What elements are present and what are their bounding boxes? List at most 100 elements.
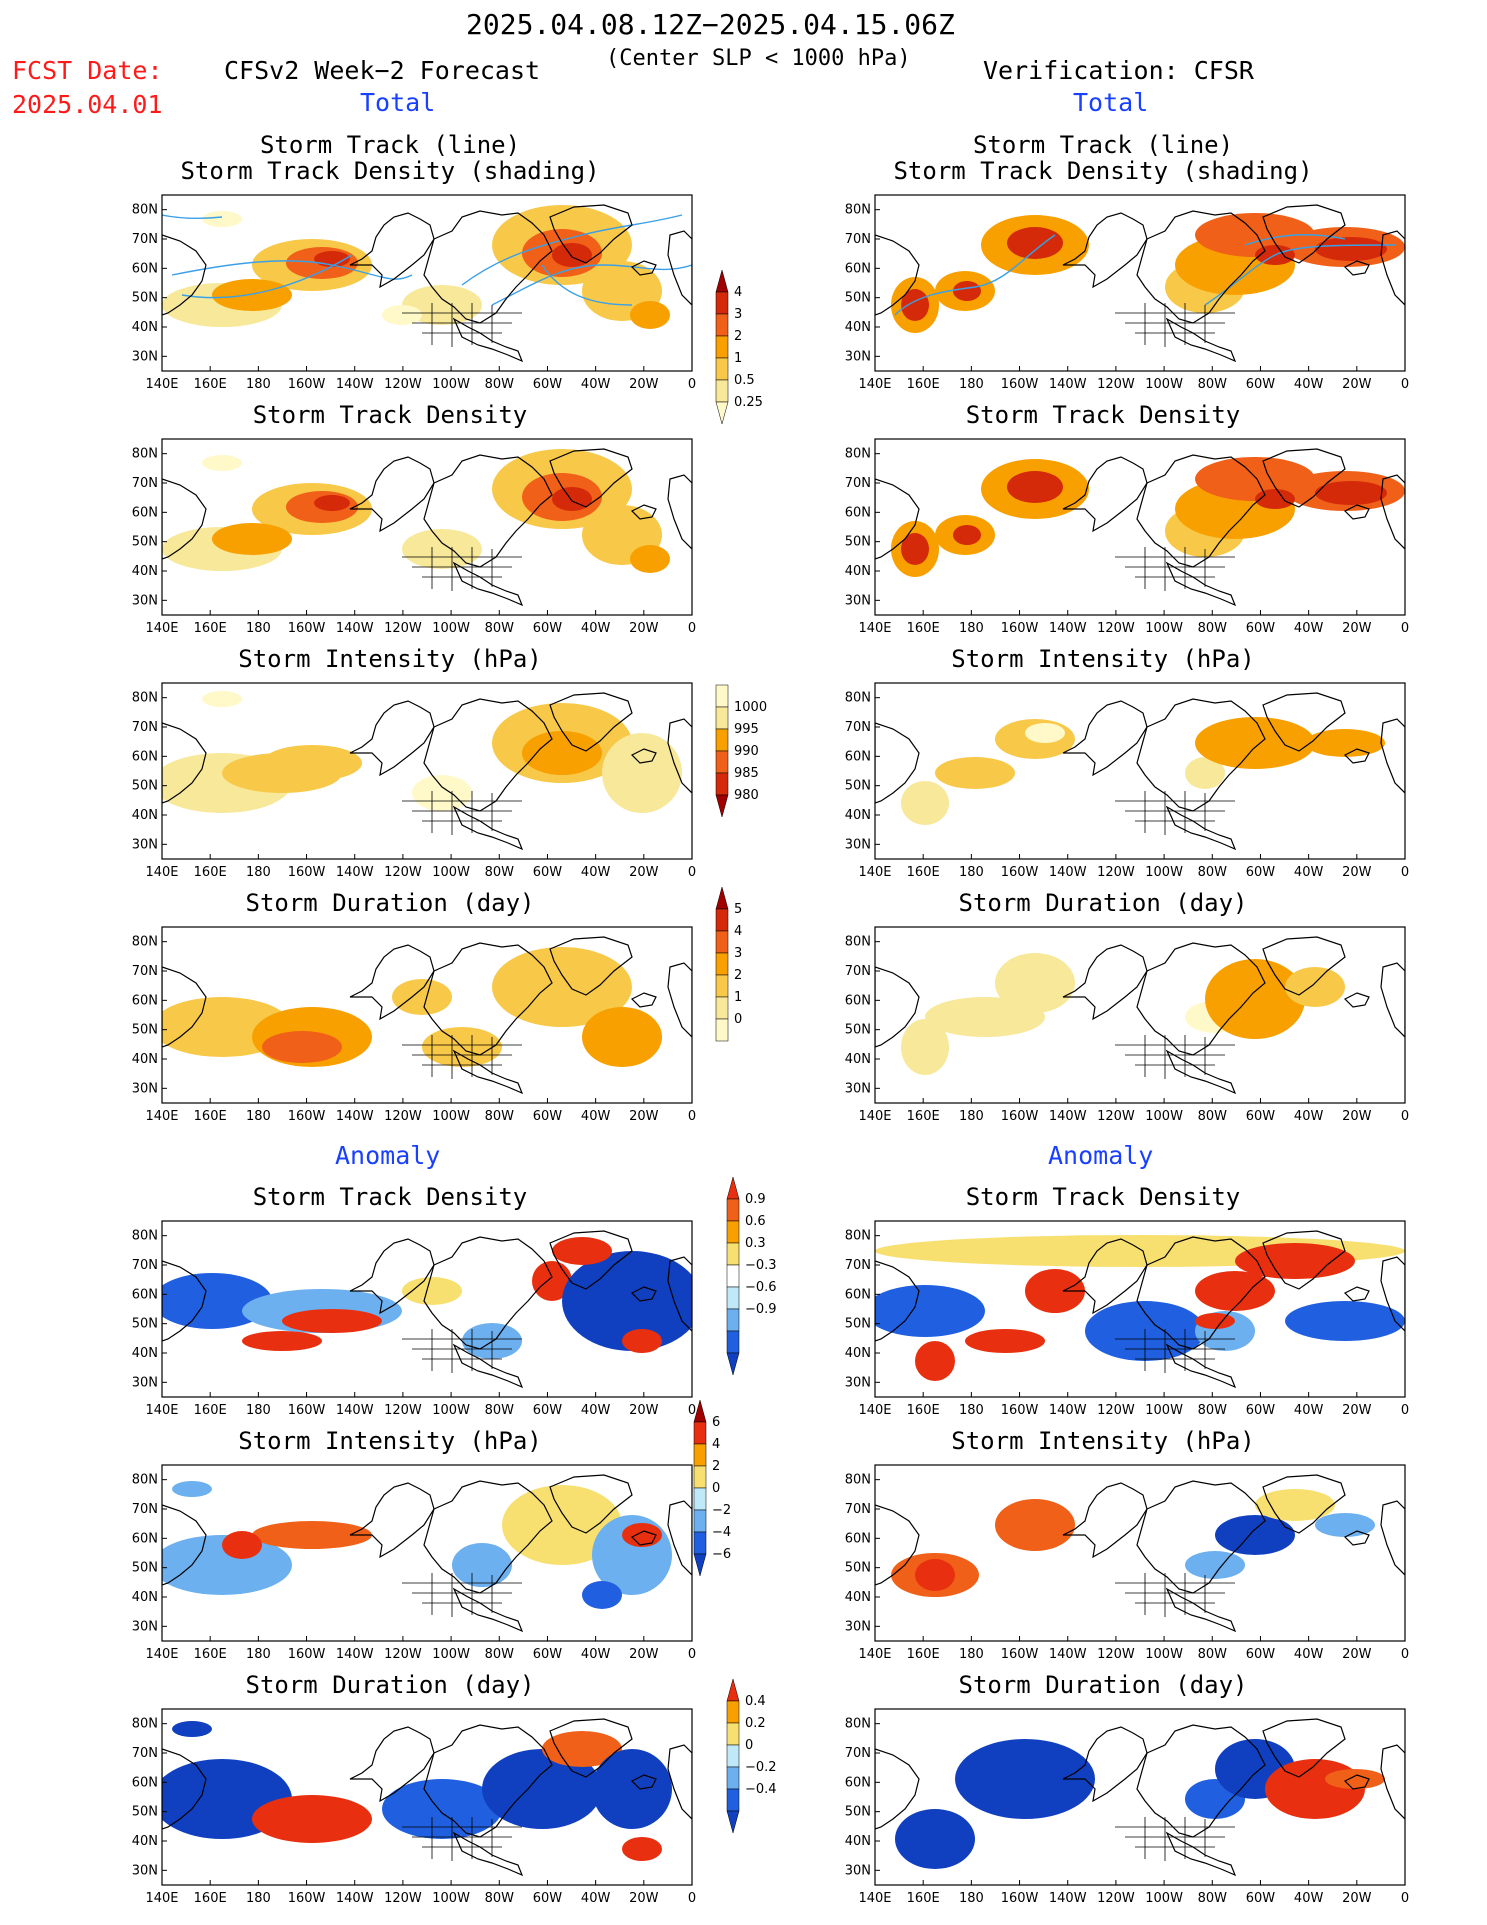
shading-region: [562, 1251, 692, 1351]
lat-tick-label: 30N: [845, 1619, 871, 1634]
lon-tick-label: 140W: [1049, 1647, 1087, 1662]
shading-region: [482, 1749, 602, 1829]
colorbar-label: −0.6: [745, 1280, 777, 1295]
coastline: [875, 234, 920, 316]
lat-tick-label: 50N: [845, 291, 871, 306]
lon-tick-label: 40W: [581, 865, 611, 880]
lon-tick-label: 80W: [485, 1109, 515, 1124]
colorbar-label: 0.5: [734, 373, 755, 388]
coastline: [630, 1774, 657, 1790]
lon-tick-label: 120W: [384, 1403, 422, 1418]
lat-tick-label: 50N: [845, 535, 871, 550]
colorbar-label: 0.4: [745, 1694, 766, 1709]
shading-region: [622, 1523, 662, 1547]
coastline: [1136, 454, 1266, 568]
shading-region: [412, 775, 472, 811]
lon-tick-label: 100W: [432, 621, 470, 636]
colorbar-anom-duration: 0.4 0.2 0 −0.2 −0.4: [726, 1674, 797, 1838]
lon-tick-label: 160E: [194, 1647, 227, 1662]
coastline: [549, 1718, 633, 1778]
coastline: [1062, 1238, 1148, 1315]
coastline: [452, 317, 524, 363]
colorbar-label: −0.3: [745, 1258, 777, 1273]
lon-tick-label: 40W: [581, 1891, 611, 1906]
shading-region: [1195, 717, 1315, 769]
shading-region: [1315, 237, 1387, 261]
lon-tick-label: 0: [1401, 1109, 1409, 1124]
lat-tick-label: 40N: [845, 1052, 871, 1067]
lat-tick-label: 70N: [845, 964, 871, 979]
shading-region: [382, 305, 422, 325]
coastline: [875, 1748, 920, 1830]
coastline: [1165, 561, 1237, 607]
lon-tick-label: 160W: [1001, 1647, 1039, 1662]
lat-tick-label: 60N: [132, 505, 158, 520]
lat-tick-label: 30N: [845, 593, 871, 608]
shading-region: [895, 1809, 975, 1869]
coastline: [630, 260, 657, 276]
coastline: [630, 1530, 657, 1546]
lon-tick-label: 40W: [581, 621, 611, 636]
coastline: [549, 1230, 633, 1290]
colorbar-segment: [693, 1443, 707, 1467]
lat-tick-label: 30N: [132, 1375, 158, 1390]
coastline: [1165, 1343, 1237, 1389]
colorbar-label: 4: [734, 924, 742, 939]
lat-tick-label: 70N: [132, 1258, 158, 1273]
lon-tick-label: 0: [688, 1109, 696, 1124]
lon-tick-label: 80W: [1198, 377, 1228, 392]
shading-region: [915, 1559, 955, 1591]
map-cfsr-track-density: 80N 70N 60N 50N 40N 30N 140E 160E 180 160W 140W 120…: [839, 435, 1409, 641]
header-subtitle: (Center SLP < 1000 hPa): [606, 46, 911, 71]
lon-tick-label: 0: [688, 621, 696, 636]
lon-tick-label: 60W: [1246, 377, 1276, 392]
lon-tick-label: 0: [1401, 377, 1409, 392]
lon-tick-label: 0: [1401, 1891, 1409, 1906]
shading-region: [172, 1721, 212, 1737]
shading-region: [314, 495, 350, 511]
colorbar-label: 0.2: [745, 1716, 766, 1731]
shading-region: [630, 545, 670, 573]
lon-tick-label: 100W: [1145, 1109, 1183, 1124]
lon-tick-label: 100W: [1145, 1403, 1183, 1418]
lon-tick-label: 20W: [1342, 377, 1372, 392]
map-fcst-anom-duration: 80N 70N 60N 50N 40N 30N 140E 160E 180 160W 140W 120…: [126, 1705, 696, 1911]
coastline: [452, 561, 524, 607]
lat-tick-label: 80N: [845, 935, 871, 950]
lat-tick-label: 40N: [132, 564, 158, 579]
coastline: [549, 204, 633, 264]
lon-tick-label: 180: [959, 1403, 984, 1418]
coastline: [630, 992, 657, 1008]
shading-region: [955, 1739, 1095, 1819]
lat-tick-label: 30N: [845, 1375, 871, 1390]
lat-tick-label: 60N: [132, 749, 158, 764]
colorbar-label: 2: [734, 329, 742, 344]
colorbar-segment: [726, 1308, 740, 1332]
lat-tick-label: 50N: [845, 1805, 871, 1820]
colorbar-label: 985: [734, 766, 759, 781]
colorbar-segment: [726, 1810, 740, 1834]
title-track-shading-right: Storm Track Density (shading): [893, 157, 1313, 185]
lon-tick-label: 140W: [336, 1109, 374, 1124]
lon-tick-label: 160W: [1001, 377, 1039, 392]
lat-tick-label: 70N: [132, 964, 158, 979]
map-fcst-intensity: 80N 70N 60N 50N 40N 30N 140E 160E 180 160W 140W 120…: [126, 679, 696, 885]
lat-tick-label: 50N: [132, 291, 158, 306]
lon-tick-label: 20W: [629, 1891, 659, 1906]
colorbar-label: 0: [745, 1738, 753, 1753]
lon-tick-label: 140W: [1049, 865, 1087, 880]
map-fcst-track-density: 80N 70N 60N 50N 40N 30N 140E 160E 180 160W 140W 120…: [126, 435, 696, 641]
colorbar-segment: [726, 1330, 740, 1354]
coastline: [1136, 1724, 1266, 1838]
lon-tick-label: 20W: [629, 1647, 659, 1662]
title-track-line-left: Storm Track (line): [259, 131, 521, 159]
map-fcst-anom-density: 80N 70N 60N 50N 40N 30N 140E 160E 180 160W 140W 120…: [126, 1217, 696, 1423]
colorbar-label: 990: [734, 744, 759, 759]
lat-tick-label: 40N: [845, 564, 871, 579]
lon-tick-label: 40W: [581, 1109, 611, 1124]
coastline: [1380, 1256, 1405, 1332]
lon-tick-label: 160W: [1001, 1109, 1039, 1124]
lon-tick-label: 40W: [1294, 377, 1324, 392]
coastline: [162, 234, 207, 316]
lon-tick-label: 160E: [194, 1403, 227, 1418]
